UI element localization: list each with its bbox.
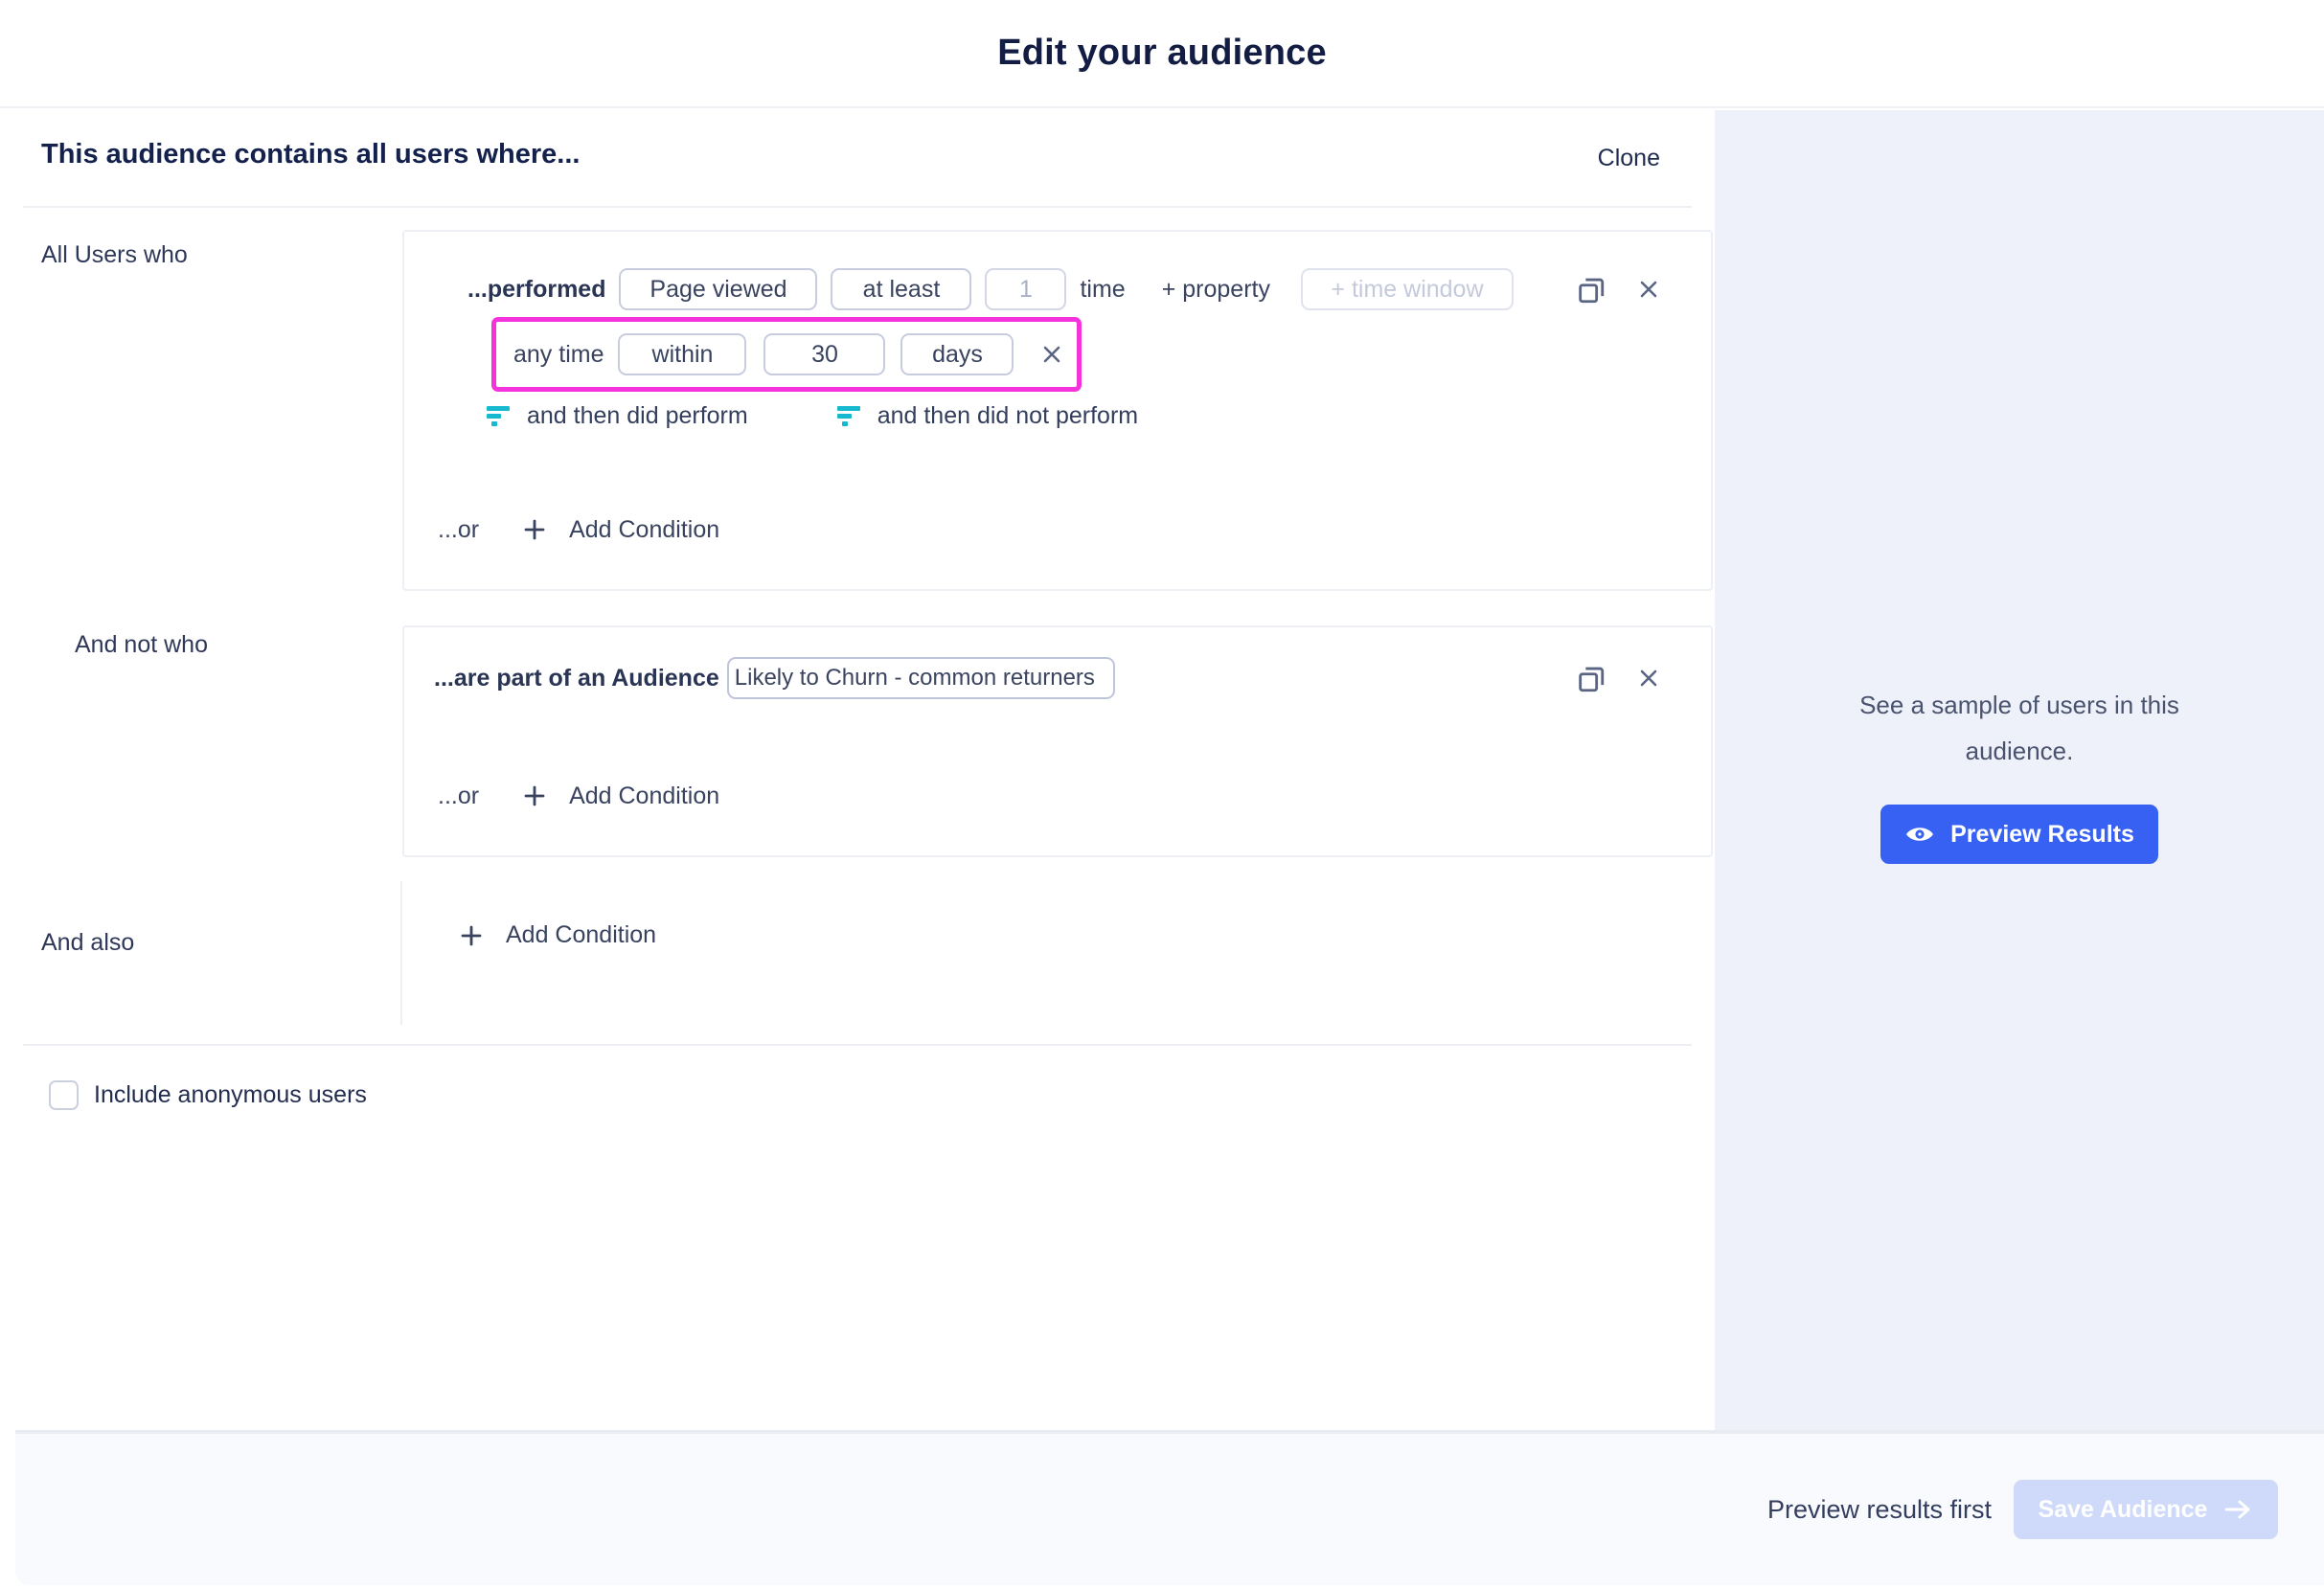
- any-time-label: any time: [513, 340, 604, 368]
- builder-header: This audience contains all users where..…: [0, 110, 1715, 208]
- copy-icon[interactable]: [1575, 273, 1607, 306]
- unit-select-button[interactable]: days: [900, 333, 1014, 375]
- and-also-section: Add Condition: [460, 921, 656, 949]
- and-then-did-not-perform-link[interactable]: and then did not perform: [836, 402, 1138, 430]
- and-also-divider: [400, 881, 402, 1025]
- and-also-label: And also: [41, 929, 135, 956]
- page-title: Edit your audience: [997, 33, 1327, 73]
- time-window-input[interactable]: [1300, 268, 1514, 310]
- copy-icon[interactable]: [1575, 662, 1607, 694]
- filter-icon: [836, 406, 860, 426]
- include-anonymous-label: Include anonymous users: [94, 1081, 367, 1108]
- include-anonymous-checkbox[interactable]: [49, 1080, 79, 1110]
- condition-group-all-users: ...performed Page viewed at least time +…: [402, 230, 1713, 591]
- plus-icon: [461, 925, 482, 945]
- add-condition-button[interactable]: Add Condition: [460, 921, 656, 949]
- performed-condition-row: ...performed Page viewed at least time +…: [467, 268, 1661, 310]
- row-actions: [1575, 273, 1661, 306]
- preview-sidebar: See a sample of users in this audience. …: [1715, 110, 2324, 1430]
- close-icon[interactable]: [1636, 277, 1661, 302]
- footer-bar: Preview results first Save Audience: [15, 1430, 2324, 1585]
- or-label: ...or: [438, 782, 480, 809]
- event-select-button[interactable]: Page viewed: [619, 268, 818, 310]
- and-then-did-perform-link[interactable]: and then did perform: [486, 402, 748, 430]
- add-property-button[interactable]: + property: [1161, 275, 1270, 303]
- sequence-links-row: and then did perform and then did not pe…: [486, 400, 1138, 431]
- or-add-condition-row: ...or Add Condition: [438, 508, 719, 552]
- close-icon[interactable]: [1636, 666, 1661, 691]
- add-condition-button[interactable]: Add Condition: [523, 783, 719, 810]
- operator-select-button[interactable]: at least: [831, 268, 972, 310]
- event-count-input[interactable]: [985, 268, 1067, 310]
- audience-builder: This audience contains all users where..…: [0, 110, 1715, 1430]
- preview-results-button[interactable]: Preview Results: [1880, 805, 2158, 864]
- time-filter-close-icon[interactable]: [1039, 342, 1064, 367]
- include-anonymous-row[interactable]: Include anonymous users: [49, 1080, 367, 1110]
- time-filter-highlight: any time within days: [491, 317, 1082, 392]
- audience-condition-row: ...are part of an Audience Likely to Chu…: [434, 657, 1661, 699]
- and-not-who-label: And not who: [75, 631, 208, 658]
- footer-hint: Preview results first: [1766, 1494, 1992, 1524]
- row-actions: [1575, 662, 1661, 694]
- plus-icon: [524, 785, 545, 806]
- clone-button[interactable]: Clone: [1597, 145, 1660, 171]
- save-audience-button[interactable]: Save Audience: [2014, 1480, 2278, 1539]
- builder-heading: This audience contains all users where..…: [41, 139, 581, 170]
- within-select-button[interactable]: within: [618, 333, 747, 375]
- performed-prefix: ...performed: [467, 275, 606, 303]
- time-label: time: [1080, 275, 1126, 303]
- eye-icon: [1906, 828, 1934, 841]
- add-condition-button[interactable]: Add Condition: [523, 516, 719, 544]
- all-users-who-label: All Users who: [41, 241, 188, 268]
- audience-select[interactable]: Likely to Churn - common returners: [726, 657, 1115, 699]
- plus-icon: [524, 519, 545, 540]
- arrow-right-icon: [2224, 1500, 2250, 1519]
- condition-group-and-not-who: ...are part of an Audience Likely to Chu…: [402, 625, 1713, 857]
- section-divider: [23, 1044, 1692, 1046]
- top-bar: Edit your audience: [0, 0, 2324, 108]
- filter-icon: [487, 406, 510, 426]
- header-divider: [23, 206, 1692, 208]
- or-add-condition-row: ...or Add Condition: [438, 774, 719, 818]
- time-filter-value-input[interactable]: [763, 333, 886, 375]
- or-label: ...or: [438, 515, 480, 543]
- audience-prefix: ...are part of an Audience: [434, 664, 719, 692]
- preview-message: See a sample of users in this audience.: [1859, 691, 2179, 765]
